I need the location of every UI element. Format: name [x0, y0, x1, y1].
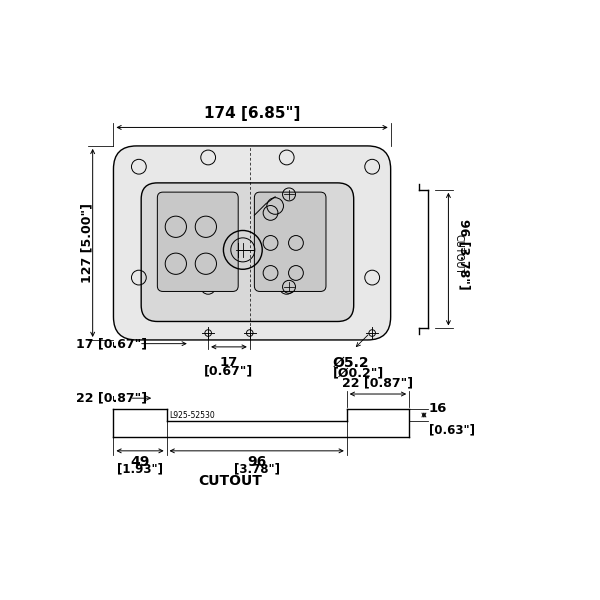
FancyBboxPatch shape: [157, 192, 238, 292]
Text: 49: 49: [130, 455, 150, 469]
Text: CUTOUT: CUTOUT: [453, 235, 463, 275]
FancyBboxPatch shape: [254, 192, 326, 292]
FancyBboxPatch shape: [141, 183, 354, 322]
Text: [0.67"]: [0.67"]: [205, 364, 254, 377]
FancyBboxPatch shape: [113, 146, 391, 340]
Text: [1.93"]: [1.93"]: [117, 463, 163, 476]
Text: L925-52530: L925-52530: [169, 410, 215, 419]
Text: [Ø0.2"]: [Ø0.2"]: [333, 366, 384, 379]
Text: 22 [0.87"]: 22 [0.87"]: [77, 392, 148, 404]
Text: [0.63"]: [0.63"]: [428, 424, 475, 436]
Text: 96: 96: [247, 455, 266, 469]
Text: 22 [0.87"]: 22 [0.87"]: [343, 376, 413, 389]
Text: 96 [3.78"]: 96 [3.78"]: [458, 219, 470, 290]
Text: 127 [5.00"]: 127 [5.00"]: [80, 203, 93, 283]
Text: [3.78"]: [3.78"]: [233, 463, 280, 476]
Text: 17: 17: [220, 356, 238, 369]
Text: CUTOUT: CUTOUT: [198, 474, 262, 488]
Text: Ø5.2: Ø5.2: [333, 356, 370, 370]
Text: 17 [0.67"]: 17 [0.67"]: [77, 337, 148, 350]
Text: 174 [6.85"]: 174 [6.85"]: [204, 106, 300, 121]
Text: 16: 16: [428, 402, 447, 415]
